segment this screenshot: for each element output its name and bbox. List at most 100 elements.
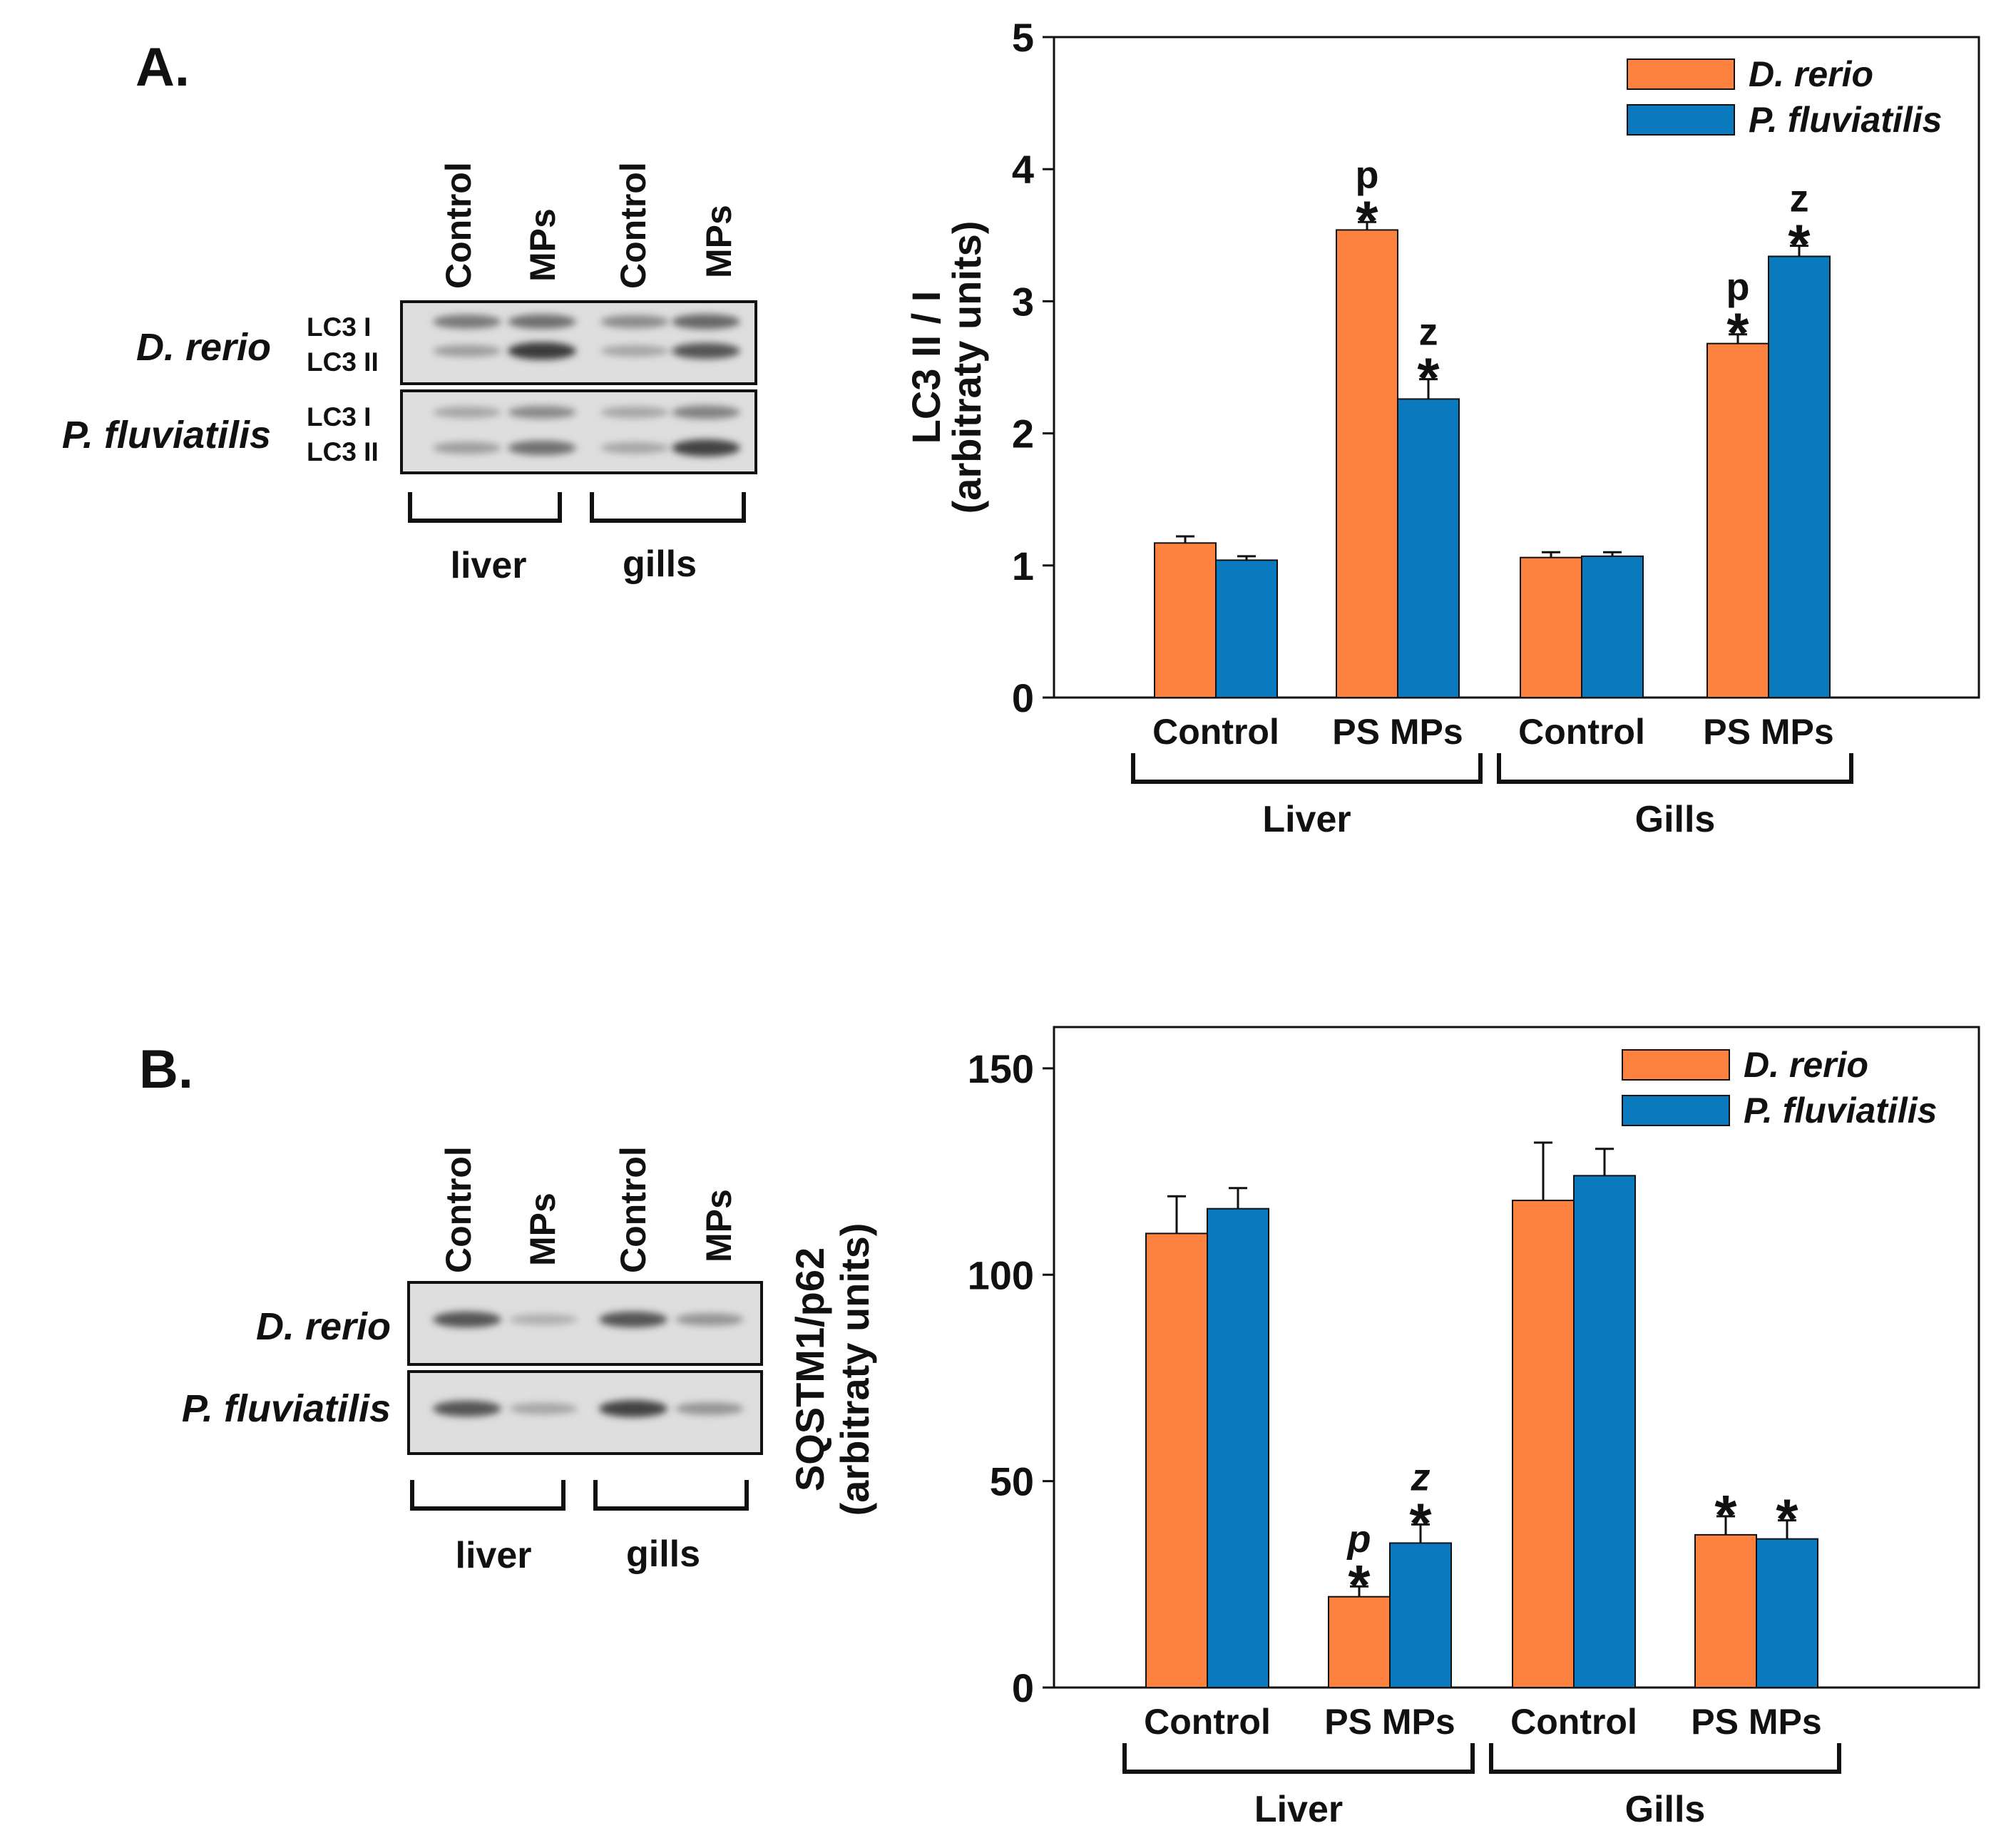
chart-a-bar-p-fluviatilis-cat-3 bbox=[1581, 555, 1644, 698]
band-d-rerio-lc3-i-lane-2 bbox=[508, 314, 576, 330]
chart-a-legend-label-p-fluviatilis: P. fluviatilis bbox=[1749, 100, 1942, 140]
blot-a-species-d-rerio: D. rerio bbox=[136, 326, 271, 369]
chart-b-group-bracket-liver bbox=[1122, 1743, 1475, 1774]
band-d-rerio-p62-lane-1 bbox=[433, 1311, 501, 1328]
blot-a-band-label-lc3-ii-bottom: LC3 II bbox=[307, 437, 379, 466]
blot-a-lane-label-3: Control bbox=[613, 162, 653, 289]
blot-a-band-label-lc3-i-top: LC3 I bbox=[307, 312, 371, 342]
blot-b-species-d-rerio: D. rerio bbox=[256, 1305, 391, 1348]
band-p-fluviatilis-lc3-ii-lane-4 bbox=[672, 439, 740, 456]
band-p-fluviatilis-lc3-i-lane-2 bbox=[508, 405, 576, 419]
band-p-fluviatilis-lc3-ii-lane-3 bbox=[600, 441, 669, 454]
chart-a-bar-d-rerio-cat-1 bbox=[1154, 542, 1217, 698]
chart-a-annotation-letter-p-fluviatilis-cat-2: z bbox=[1419, 311, 1438, 354]
band-d-rerio-lc3-i-lane-3 bbox=[600, 315, 669, 329]
chart-a-legend-swatch-d-rerio bbox=[1627, 58, 1735, 90]
blot-b-tissue-liver: liver bbox=[456, 1535, 532, 1576]
chart-b-legend-label-p-fluviatilis: P. fluviatilis bbox=[1744, 1091, 1937, 1130]
chart-b-bar-p-fluviatilis-cat-3 bbox=[1573, 1175, 1636, 1688]
band-p-fluviatilis-p62-lane-1 bbox=[433, 1400, 501, 1417]
chart-b-annotation-star-p-fluviatilis-cat-4: * bbox=[1776, 1488, 1798, 1551]
chart-b-ytick-label-0: 0 bbox=[1012, 1665, 1034, 1710]
blot-a-bracket-gills bbox=[590, 492, 746, 523]
chart-a-bar-p-fluviatilis-cat-4 bbox=[1768, 255, 1831, 698]
chart-a-group-label-gills: Gills bbox=[1635, 799, 1716, 840]
chart-b-bar-d-rerio-cat-1 bbox=[1145, 1232, 1208, 1688]
chart-a: 0 1 2 3 4 5 LC3 II / I(arbitraty units) Control… bbox=[904, 15, 1980, 840]
blot-a: Control MPs Control MPs D. rerio P. fluv… bbox=[62, 162, 757, 586]
blot-b: Control MPs Control MPs D. rerio P. fluv… bbox=[182, 1146, 763, 1576]
panel-b-letter: B. bbox=[139, 1039, 193, 1100]
chart-a-bar-d-rerio-cat-3 bbox=[1520, 556, 1582, 698]
chart-a-annotation-letter-d-rerio-cat-2: p bbox=[1356, 153, 1379, 196]
blot-b-bands bbox=[433, 1311, 744, 1417]
chart-a-axes: 0 1 2 3 4 5 LC3 II / I(arbitraty units) Control… bbox=[904, 15, 1980, 840]
band-d-rerio-lc3-ii-lane-2 bbox=[508, 342, 576, 360]
chart-a-annotation-star-p-fluviatilis-cat-2: * bbox=[1417, 347, 1440, 410]
chart-a-group-bracket-gills bbox=[1497, 753, 1853, 784]
band-d-rerio-lc3-ii-lane-3 bbox=[600, 344, 669, 357]
chart-a-legend-label-d-rerio: D. rerio bbox=[1749, 54, 1873, 94]
band-p-fluviatilis-lc3-i-lane-1 bbox=[433, 406, 501, 419]
chart-b-legend-label-d-rerio: D. rerio bbox=[1744, 1045, 1868, 1085]
chart-a-ytick-label-0: 0 bbox=[1012, 675, 1034, 720]
chart-a-legend: D. rerio P. fluviatilis bbox=[1627, 54, 1942, 140]
chart-b-axes: 0 50 100 150 SQSTM1/p62 (arbitraty units) Cont… bbox=[787, 1026, 1980, 1830]
chart-b-bar-d-rerio-cat-3 bbox=[1512, 1200, 1575, 1688]
band-p-fluviatilis-p62-lane-4 bbox=[675, 1402, 744, 1415]
panel-b: B. Control MPs Control MPs D. rerio P. f… bbox=[139, 1026, 1980, 1830]
blot-a-band-label-lc3-ii-top: LC3 II bbox=[307, 347, 379, 377]
band-p-fluviatilis-p62-lane-2 bbox=[509, 1402, 578, 1415]
blot-b-bracket-gills bbox=[593, 1480, 749, 1511]
chart-a-bar-p-fluviatilis-cat-2 bbox=[1397, 398, 1460, 698]
chart-b-bar-p-fluviatilis-cat-1 bbox=[1207, 1208, 1269, 1688]
chart-a-bar-p-fluviatilis-cat-1 bbox=[1215, 559, 1278, 699]
band-d-rerio-p62-lane-2 bbox=[509, 1314, 578, 1325]
blot-a-lane-label-2: MPs bbox=[523, 208, 563, 282]
chart-a-ytick-label-3: 3 bbox=[1012, 279, 1034, 324]
band-p-fluviatilis-lc3-i-lane-3 bbox=[600, 406, 669, 419]
band-p-fluviatilis-p62-lane-3 bbox=[599, 1400, 667, 1417]
blot-b-lane-label-2: MPs bbox=[523, 1193, 563, 1266]
blot-a-lane-label-1: Control bbox=[439, 162, 478, 289]
chart-a-ylabel-line-2: (arbitraty units) bbox=[944, 221, 989, 514]
blot-a-tissue-liver: liver bbox=[451, 545, 527, 586]
chart-a-ytick-label-2: 2 bbox=[1012, 412, 1034, 456]
chart-a-ytick-label-4: 4 bbox=[1012, 147, 1034, 192]
chart-a-bars bbox=[1154, 220, 1831, 699]
panel-a-letter: A. bbox=[135, 37, 190, 98]
chart-b-bars bbox=[1145, 1141, 1818, 1689]
blot-b-lane-label-3: Control bbox=[613, 1146, 653, 1273]
chart-b-ytick-label-100: 100 bbox=[968, 1252, 1034, 1297]
chart-b-legend: D. rerio P. fluviatilis bbox=[1622, 1045, 1937, 1130]
blot-b-bracket-liver bbox=[410, 1480, 566, 1511]
chart-b-annotations: *p *z* * bbox=[1346, 1456, 1799, 1617]
chart-a-category-label-3: Control bbox=[1518, 712, 1645, 752]
chart-a-ytick-label-1: 1 bbox=[1012, 543, 1034, 588]
chart-b-ytick-label-150: 150 bbox=[968, 1046, 1034, 1091]
band-p-fluviatilis-lc3-i-lane-4 bbox=[672, 405, 740, 419]
chart-a-group-bracket-liver bbox=[1131, 753, 1483, 784]
blot-a-bracket-liver bbox=[408, 492, 562, 523]
blot-a-membrane-d-rerio bbox=[400, 300, 757, 385]
band-d-rerio-p62-lane-3 bbox=[599, 1311, 667, 1328]
chart-b-category-label-4: PS MPs bbox=[1691, 1702, 1821, 1742]
band-p-fluviatilis-lc3-ii-lane-1 bbox=[433, 441, 501, 454]
chart-b-bar-d-rerio-cat-4 bbox=[1694, 1533, 1757, 1689]
chart-b-legend-swatch-d-rerio bbox=[1622, 1049, 1730, 1081]
chart-a-annotation-letter-d-rerio-cat-4: p bbox=[1726, 266, 1750, 309]
blot-a-bands bbox=[433, 314, 740, 456]
chart-b-bar-p-fluviatilis-cat-2 bbox=[1389, 1542, 1452, 1688]
chart-a-group-label-liver: Liver bbox=[1262, 799, 1351, 840]
chart-a-category-label-2: PS MPs bbox=[1332, 712, 1463, 752]
band-d-rerio-p62-lane-4 bbox=[675, 1313, 744, 1326]
band-p-fluviatilis-lc3-ii-lane-2 bbox=[508, 440, 576, 456]
chart-b: 0 50 100 150 SQSTM1/p62 (arbitraty units) Cont… bbox=[787, 1026, 1980, 1830]
blot-b-lane-label-1: Control bbox=[439, 1146, 478, 1273]
panel-a: A. Control MPs Control MPs D. rerio P. f… bbox=[62, 15, 1980, 840]
blot-b-lane-label-4: MPs bbox=[699, 1189, 739, 1262]
band-d-rerio-lc3-ii-lane-1 bbox=[433, 344, 501, 357]
chart-a-category-label-4: PS MPs bbox=[1703, 712, 1833, 752]
chart-a-bar-d-rerio-cat-2 bbox=[1336, 229, 1398, 698]
